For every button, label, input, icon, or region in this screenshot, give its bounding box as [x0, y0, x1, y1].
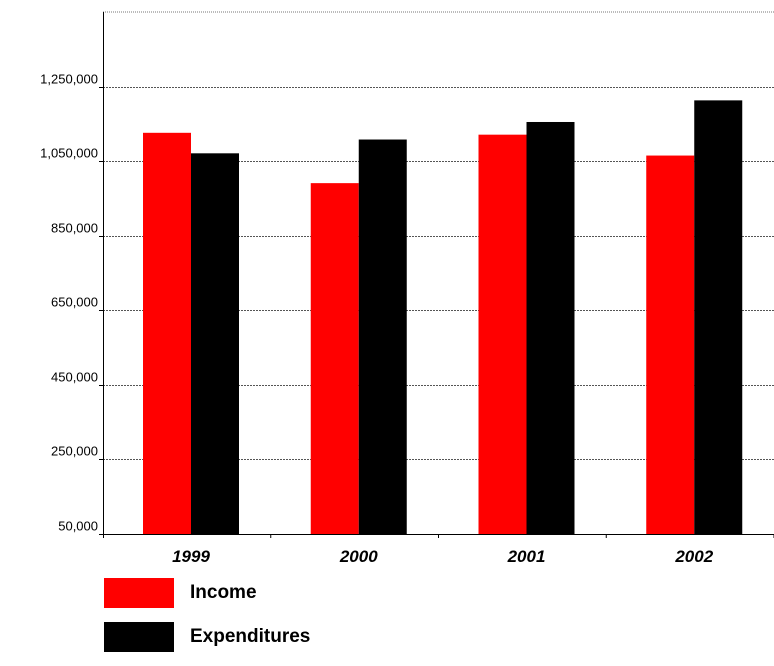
- legend-label-income: Income: [190, 582, 257, 603]
- bar-expenditures-2001: [526, 121, 575, 534]
- bar-income-2001: [478, 134, 527, 535]
- bar-income-2002: [646, 155, 695, 535]
- legend-item-income: Income: [104, 578, 310, 608]
- x-axis-ticks: 1999 2000 2001 2002: [172, 534, 774, 566]
- bar-expenditures-2000: [358, 139, 407, 534]
- y-tick-label: 850,000: [51, 221, 98, 236]
- legend: Income Expenditures: [104, 578, 310, 666]
- legend-label-expenditures: Expenditures: [190, 626, 311, 647]
- bar-expenditures-2002: [694, 100, 743, 535]
- y-axis-ticks: 50,000 250,000 450,000 650,000 850,000 1,050,…: [40, 72, 103, 535]
- y-tick-label: 50,000: [58, 519, 98, 534]
- legend-item-expenditures: Expenditures: [104, 622, 310, 652]
- bars: [143, 100, 743, 535]
- legend-swatch-income: [104, 578, 174, 608]
- x-tick-label: 2000: [339, 547, 378, 566]
- legend-swatch-expenditures: [104, 622, 174, 652]
- y-tick-label: 250,000: [51, 444, 98, 459]
- y-tick-label: 1,250,000: [40, 72, 98, 87]
- bar-income-2000: [310, 183, 359, 535]
- x-tick-label: 2002: [674, 547, 713, 566]
- x-tick-label: 1999: [172, 547, 210, 566]
- x-tick-label: 2001: [507, 547, 546, 566]
- y-tick-label: 1,050,000: [40, 146, 98, 161]
- bar-chart: 50,000 250,000 450,000 650,000 850,000 1,050,…: [40, 11, 774, 566]
- y-tick-label: 650,000: [51, 295, 98, 310]
- bar-expenditures-1999: [191, 153, 239, 534]
- bar-income-1999: [143, 132, 191, 534]
- y-tick-label: 450,000: [51, 370, 98, 385]
